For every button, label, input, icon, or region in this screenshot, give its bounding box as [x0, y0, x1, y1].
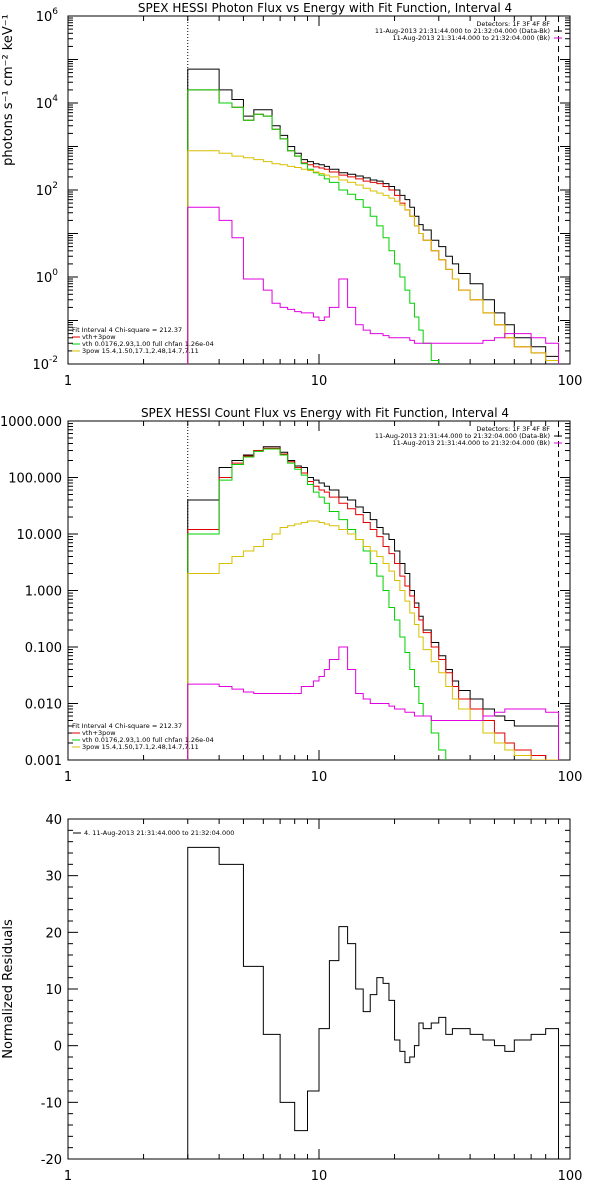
y-tick-label: 10.000: [17, 528, 63, 543]
x-tick-label: 100: [558, 374, 583, 389]
legend-top-right-entry: Detectors: 1F 3F 4F 8F: [476, 20, 550, 28]
legend-top-right-entry: Detectors: 1F 3F 4F 8F: [476, 425, 550, 433]
legend-fit-entry: 3pow 15.4,1.50,17.1,2.48,14.7,7.11: [82, 347, 199, 355]
x-tick-label: 1: [64, 1169, 72, 1184]
y-tick-label: 0.010: [25, 698, 62, 713]
series-vth: [187, 448, 447, 760]
y-tick-label: -20: [41, 1153, 62, 1168]
series-residuals: [187, 846, 560, 1159]
y-tick-label: 20: [45, 926, 62, 941]
y-axis-label: photons s⁻¹ cm⁻² keV⁻¹: [1, 14, 16, 166]
series-vth-3pow: [187, 89, 560, 364]
y-tick-label: 0.001: [25, 754, 62, 769]
series-vth-3pow: [187, 447, 560, 760]
series-bk: [187, 646, 560, 760]
legend-top-right-entry: 11-Aug-2013 21:31:44.000 to 21:32:04.000…: [393, 439, 550, 447]
series-group: [187, 68, 560, 364]
legend-fit-header: Fit Interval 4 Chi-square = 212.37: [72, 722, 182, 730]
legend-fit-entry: vth 0.0176,2.93,1.00 full chfan 1.26e-04: [82, 736, 214, 744]
y-tick-label: 1.000: [25, 585, 62, 600]
legend-top-right-entry: 11-Aug-2013 21:31:44.000 to 21:32:04.000…: [393, 34, 550, 42]
legend-top-right-entry: 11-Aug-2013 21:31:44.000 to 21:32:04.000…: [375, 27, 550, 35]
y-tick-label: 100.000: [8, 472, 62, 487]
y-tick-label: 100: [36, 268, 59, 286]
plot-frame: [67, 818, 571, 1160]
x-tick-label: 100: [558, 1169, 583, 1184]
series-vth: [187, 89, 440, 364]
y-tick-label: 0: [54, 1040, 62, 1055]
y-tick-label: 30: [45, 870, 62, 885]
y-tick-label: -10: [41, 1096, 62, 1111]
legend-top-right-entry: 11-Aug-2013 21:31:44.000 to 21:32:04.000…: [375, 432, 550, 440]
series-group: [187, 446, 560, 760]
residuals-chart: 1 10 100 -20 -10 0 10 20 30 40 Normalized Residual…: [1, 813, 582, 1184]
y-tick-label: 106: [36, 7, 59, 25]
y-tick-label: 10-2: [32, 355, 58, 373]
chart-title: SPEX HESSI Count Flux vs Energy with Fit…: [141, 406, 509, 420]
legend-fit-entry: vth 0.0176,2.93,1.00 full chfan 1.26e-04: [82, 340, 214, 348]
x-tick-label: 1: [64, 374, 72, 389]
series-bk: [187, 206, 560, 364]
x-tick-label: 10: [311, 1169, 328, 1184]
series-group: [187, 846, 560, 1159]
y-tick-label: 10: [45, 983, 62, 998]
series-data-bk: [187, 446, 560, 760]
series-3pow: [187, 520, 560, 760]
legend-fit-entry: 3pow 15.4,1.50,17.1,2.48,14.7,7.11: [82, 743, 199, 751]
y-axis-label: Normalized Residuals: [1, 919, 16, 1059]
count-flux-chart: SPEX HESSI Count Flux vs Energy with Fit…: [0, 406, 582, 785]
y-tick-label: 0.100: [25, 641, 62, 656]
legend-residual-entry: 4. 11-Aug-2013 21:31:44.000 to 21:32:04.…: [84, 829, 234, 837]
x-tick-label: 1: [64, 770, 72, 785]
x-tick-label: 10: [311, 374, 328, 389]
series-3pow: [187, 150, 560, 364]
x-tick-label: 100: [558, 770, 583, 785]
y-tick-label: 104: [36, 94, 59, 112]
legend-fit-entry: vth+3pow: [82, 333, 116, 341]
legend-fit-header: Fit Interval 4 Chi-square = 212.37: [72, 326, 182, 334]
photon-flux-chart: SPEX HESSI Photon Flux vs Energy with Fi…: [1, 1, 582, 389]
x-tick-label: 10: [311, 770, 328, 785]
chart-title: SPEX HESSI Photon Flux vs Energy with Fi…: [138, 1, 512, 15]
legend-fit-entry: vth+3pow: [82, 729, 116, 737]
y-tick-label: 102: [36, 181, 58, 199]
y-tick-label: 40: [45, 813, 62, 828]
y-tick-label: 1000.000: [0, 415, 62, 430]
